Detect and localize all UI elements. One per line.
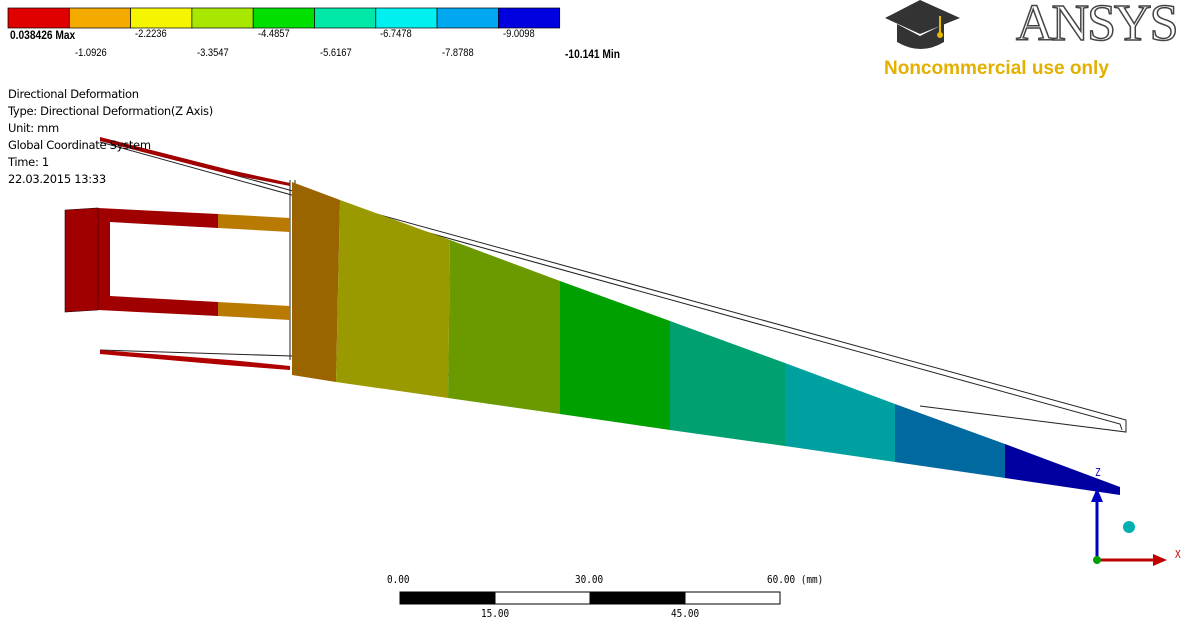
viewport: ANSYS Noncommercial use only 0.038426 Ma… xyxy=(0,0,1194,625)
legend-swatch xyxy=(498,8,559,28)
scale-label: 30.00 xyxy=(575,573,603,586)
legend-label: -2.2236 xyxy=(135,28,167,40)
info-line: Global Coordinate System xyxy=(8,138,151,152)
legend-label: 0.038426 Max xyxy=(10,28,75,42)
scale-label: 45.00 xyxy=(671,607,699,620)
legend-label: -5.6167 xyxy=(320,47,352,59)
scale-label: 60.00 (mm) xyxy=(767,573,823,586)
legend-label: -4.4857 xyxy=(258,28,290,40)
scale-label: 15.00 xyxy=(481,607,509,620)
scale-label: 0.00 xyxy=(387,573,410,586)
info-line: Unit: mm xyxy=(8,121,59,135)
legend-swatch xyxy=(131,8,192,28)
triad xyxy=(1091,488,1167,566)
info-line: Directional Deformation xyxy=(8,87,139,101)
legend-label: -1.0926 xyxy=(75,47,107,59)
legend-label: -10.141 Min xyxy=(565,47,620,61)
legend-swatch xyxy=(69,8,130,28)
logo-icon xyxy=(885,0,960,49)
legend-swatch xyxy=(437,8,498,28)
legend-swatch xyxy=(376,8,437,28)
legend-bar xyxy=(8,8,560,28)
logo-brand: ANSYS xyxy=(1016,0,1177,53)
info-line: Time: 1 xyxy=(8,155,49,169)
logo-note: Noncommercial use only xyxy=(884,58,1109,80)
axis-label: Z xyxy=(1095,466,1101,479)
info-line: Type: Directional Deformation(Z Axis) xyxy=(8,104,213,118)
legend-swatch xyxy=(315,8,376,28)
legend-label: -3.3547 xyxy=(197,47,229,59)
info-line: 22.03.2015 13:33 xyxy=(8,172,106,186)
axis-label: X xyxy=(1175,548,1181,561)
legend-label: -9.0098 xyxy=(503,28,535,40)
graphics xyxy=(0,0,1194,625)
legend-swatch xyxy=(8,8,69,28)
legend-swatch xyxy=(192,8,253,28)
legend-label: -6.7478 xyxy=(380,28,412,40)
model-wedge xyxy=(292,182,1120,495)
legend-swatch xyxy=(253,8,314,28)
scale-bar xyxy=(400,592,780,604)
legend-label: -7.8788 xyxy=(442,47,474,59)
